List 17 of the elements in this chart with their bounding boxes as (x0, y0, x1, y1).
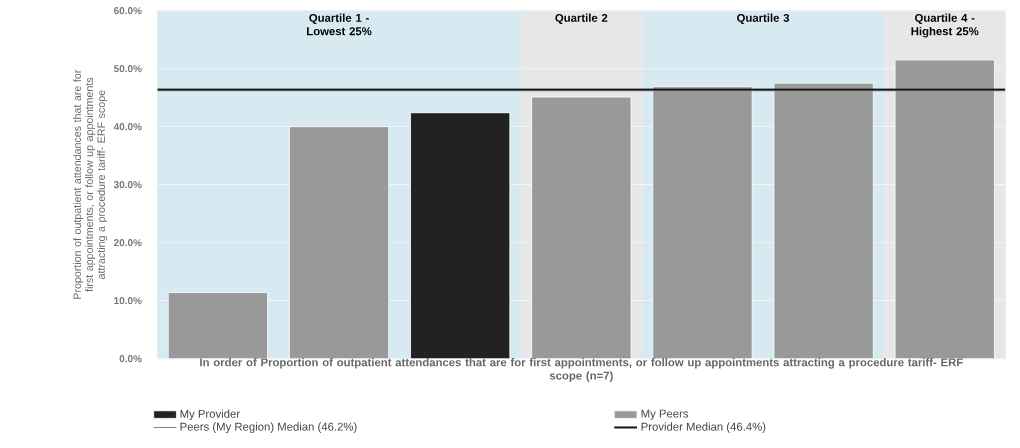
annotation: Quartile 1 - Lowest 25% (307, 13, 372, 36)
annotation: Quartile 2 (555, 13, 608, 25)
y-tick-label: 10.0% (114, 297, 142, 305)
y-tick-label: 50.0% (113, 65, 142, 73)
y-axis-title: Proportion of outpatient attendances that are for first appointments, or follow up appointments attracting a procedure tariff- ERF scope (73, 69, 108, 299)
y-tick-label: 60.0% (113, 7, 142, 15)
y-tick-label: 30.0% (113, 181, 142, 189)
legend-label: My Provider (180, 409, 240, 421)
legend-label: My Peers (641, 409, 689, 420)
legend-label: Peers (My Region) Median (46.2%) (180, 422, 357, 433)
y-tick-label: 20.0% (113, 239, 142, 247)
y-tick-label: 0.0% (119, 355, 142, 363)
x-axis-title: In order of Proportion of outpatient attendances that are for first appointments, or follow up appointments attracting a procedure tariff- ERF scope (n=7) (200, 358, 963, 382)
legend-label: Provider Median (46.4%) (641, 422, 766, 433)
annotation: Quartile 3 (737, 13, 790, 25)
annotation: Quartile 4 - Highest 25% (911, 13, 979, 38)
y-tick-label: 40.0% (113, 123, 142, 131)
